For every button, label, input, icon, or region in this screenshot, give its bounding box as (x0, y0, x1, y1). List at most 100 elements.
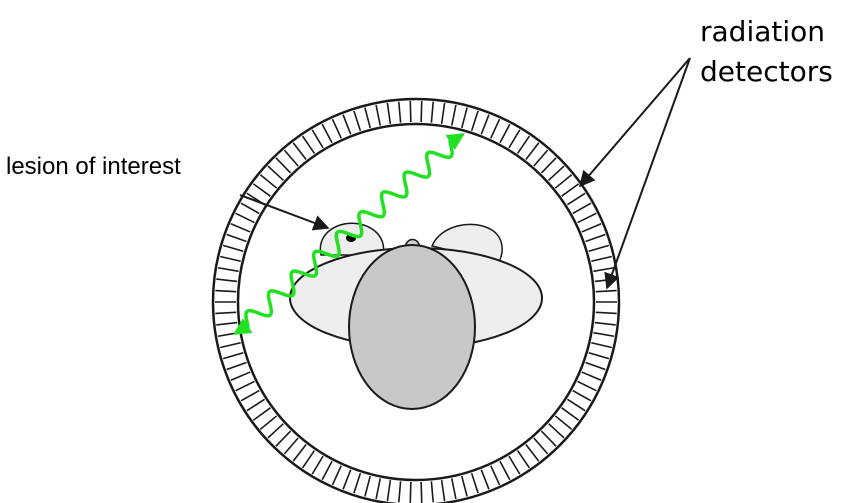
detector-element (230, 371, 251, 381)
detector-element (220, 341, 241, 349)
detector-element (548, 165, 565, 181)
detector-element (398, 481, 402, 503)
detector-element (292, 444, 307, 462)
detector-element (246, 398, 266, 412)
detector-element (533, 149, 549, 167)
detector-element (566, 192, 586, 206)
detector-element (375, 104, 382, 126)
detector-element (353, 110, 362, 132)
detector-element (470, 110, 479, 132)
detector-element (226, 233, 247, 243)
detector-element (235, 380, 255, 392)
detector-element (430, 101, 434, 123)
detector-element (588, 351, 610, 360)
detector-element (588, 244, 610, 253)
detector-element (440, 480, 446, 502)
detector-element (516, 450, 531, 469)
detector-element (215, 289, 237, 293)
lesion-of-interest-label: lesion of interest (6, 153, 181, 180)
detector-element (572, 389, 592, 402)
detector-element (398, 101, 402, 123)
detector-element (581, 223, 602, 233)
detector-element (499, 123, 511, 144)
detector-element (331, 118, 342, 139)
detector-element (525, 444, 540, 462)
detector-element (554, 415, 573, 430)
detector-element (283, 437, 299, 455)
detector-element (215, 311, 237, 315)
detector-element (577, 212, 597, 224)
detector-element (593, 266, 615, 273)
detector-element (275, 430, 292, 447)
patient-head (348, 244, 476, 410)
detector-element (595, 311, 617, 315)
detector-element (480, 469, 490, 490)
detector-element (460, 475, 468, 497)
detector-element (540, 157, 557, 174)
detector-element (375, 478, 382, 500)
detector-element (226, 361, 247, 371)
detector-pointer-arrow-upper (578, 57, 691, 188)
detector-element (311, 129, 324, 149)
detector-element (585, 361, 606, 371)
gamma-ray-photon-pair (233, 133, 465, 335)
detector-element (572, 202, 592, 215)
detector-element (220, 255, 241, 263)
detector-element (460, 107, 468, 129)
detector-element (275, 157, 292, 174)
detector-element (217, 266, 239, 273)
detector-element (554, 174, 573, 189)
detector-element (342, 469, 352, 490)
lesion-pointer-arrow (239, 194, 330, 231)
detector-element (450, 478, 457, 500)
detector-element (216, 321, 238, 326)
detector-element (450, 104, 457, 126)
detector-element (591, 255, 612, 263)
detector-element (259, 174, 278, 189)
radiation-detectors-label-line1: radiation (700, 15, 826, 48)
detector-element (516, 135, 531, 154)
detector-element (240, 202, 260, 215)
detector-element (240, 389, 260, 402)
detector-element (533, 437, 549, 455)
detector-element (525, 142, 540, 160)
detector-element (577, 380, 597, 392)
detector-element (386, 102, 392, 124)
detector-pointer-arrow-lower (604, 57, 691, 290)
detector-element (490, 118, 501, 139)
detector-element (267, 423, 284, 439)
detector-element (235, 212, 255, 224)
detector-element (301, 450, 316, 469)
detector-element (331, 465, 342, 486)
detector-ring-outer (211, 97, 621, 503)
detector-element (353, 472, 362, 494)
detector-element (420, 101, 423, 123)
detector-element (409, 101, 412, 123)
detector-element (252, 407, 271, 421)
detector-element (480, 114, 490, 135)
detector-element (222, 351, 244, 360)
detector-element (301, 135, 316, 154)
detector-element (593, 331, 615, 338)
patient (289, 222, 543, 410)
detector-element (283, 149, 299, 167)
detector-element (230, 223, 251, 233)
detector-element (591, 341, 612, 349)
detector-element (321, 460, 333, 481)
detector-element (364, 107, 372, 129)
detector-element (508, 455, 521, 475)
detector-element (594, 278, 616, 283)
detector-element (470, 472, 479, 494)
detector-element (252, 183, 271, 197)
detector-element (490, 465, 501, 486)
detector-element (440, 102, 446, 124)
detector-element (581, 371, 602, 381)
detector-element (499, 460, 511, 481)
detector-element (342, 114, 352, 135)
radiation-detectors-label-line2: detectors (700, 55, 833, 88)
detector-element (321, 123, 333, 144)
detector-element (508, 129, 521, 149)
detector-element (311, 455, 324, 475)
detector-element (420, 481, 423, 503)
